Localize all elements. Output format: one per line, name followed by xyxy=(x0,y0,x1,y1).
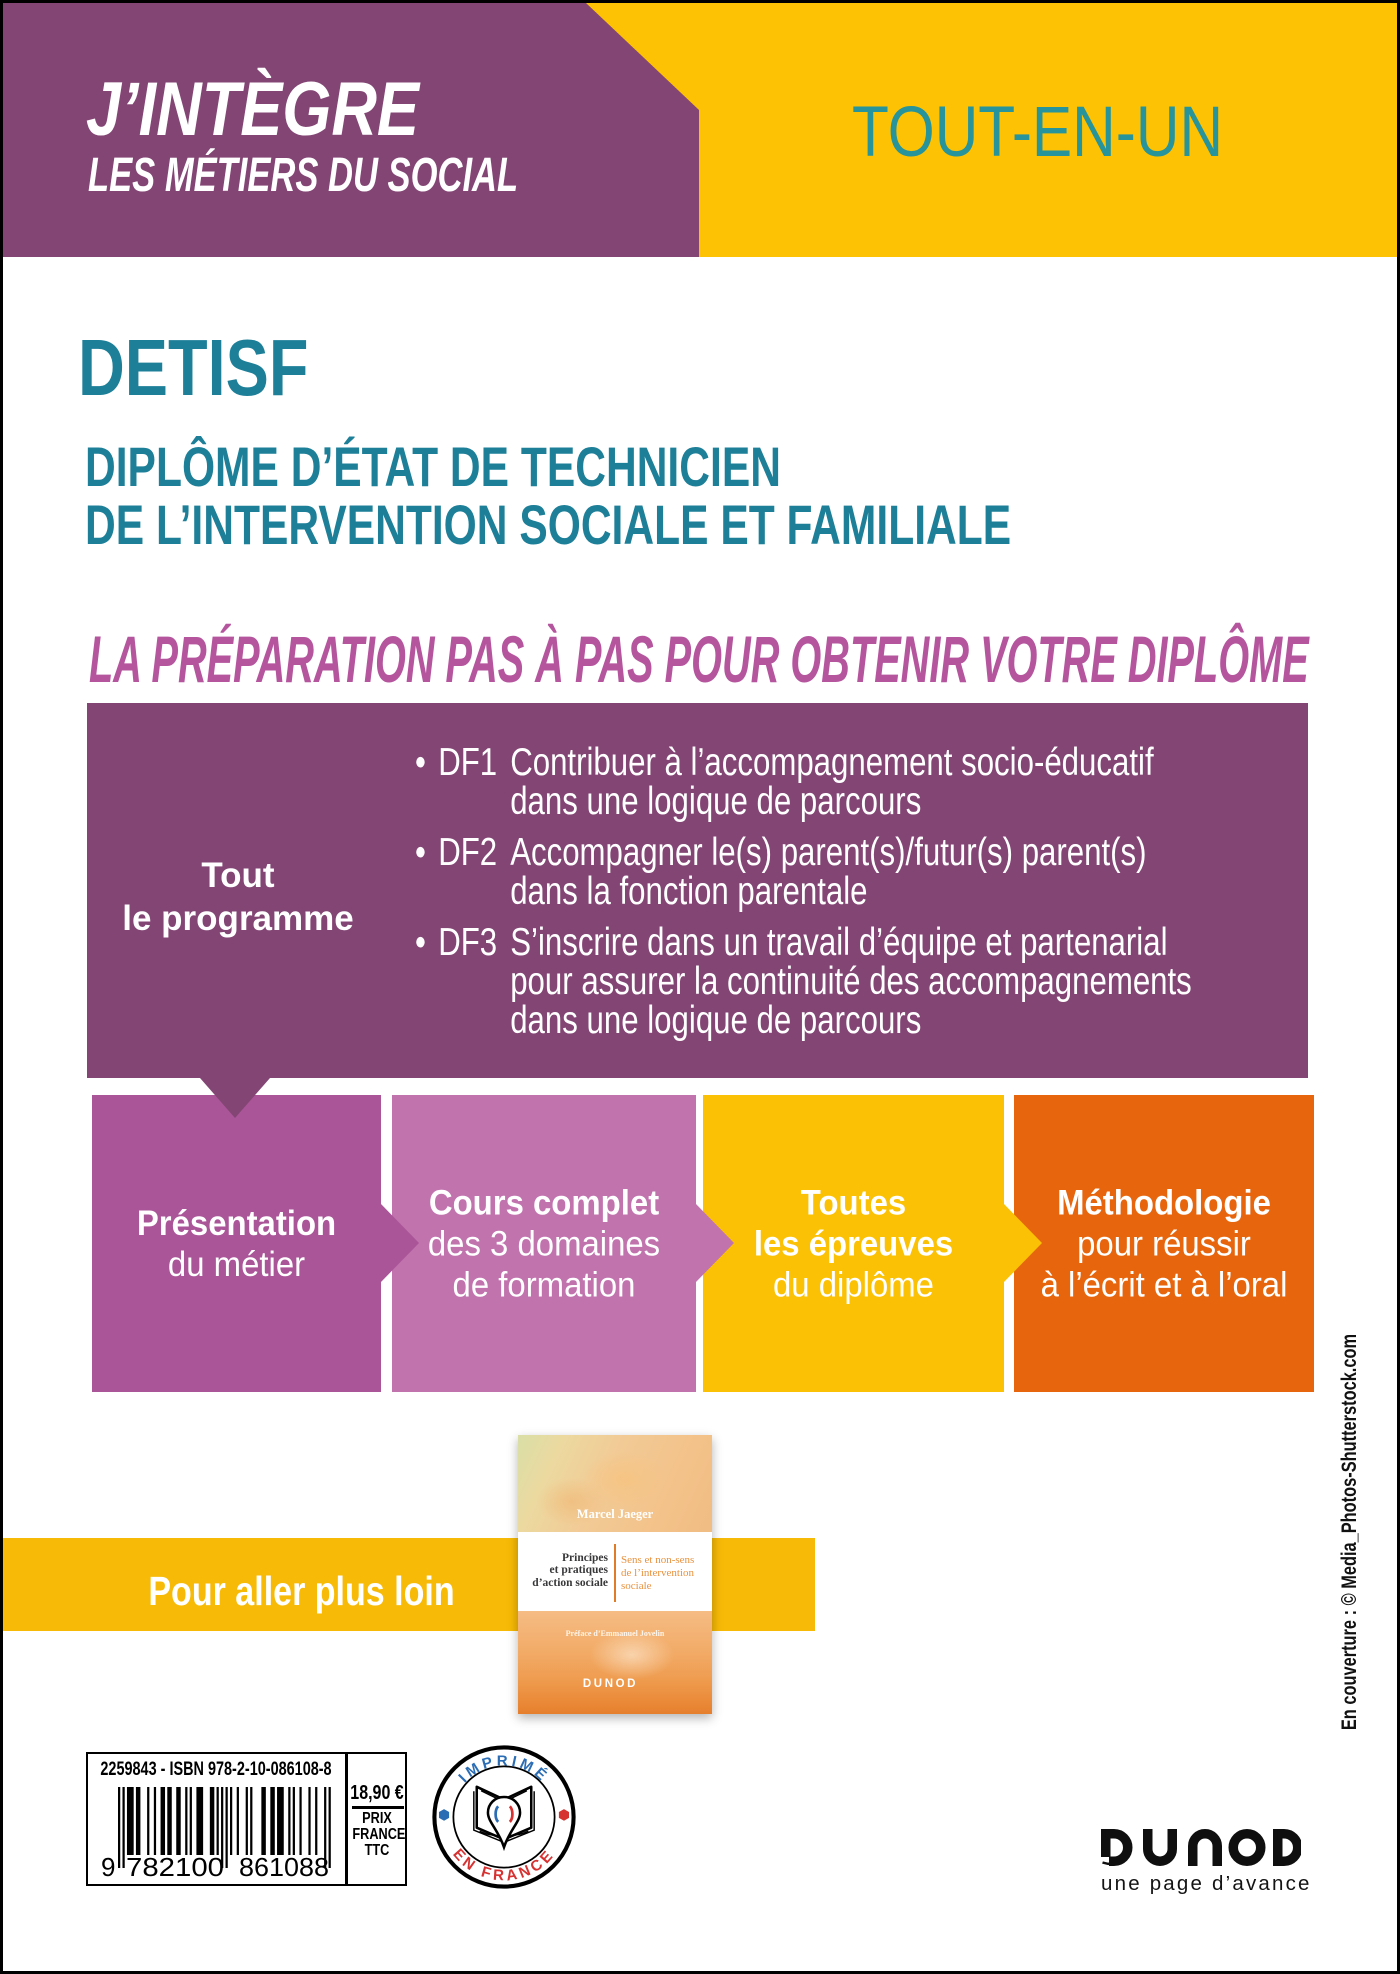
svg-text:782100: 782100 xyxy=(126,1852,224,1882)
svg-text:9: 9 xyxy=(101,1852,115,1882)
svg-text:861088: 861088 xyxy=(239,1852,329,1882)
